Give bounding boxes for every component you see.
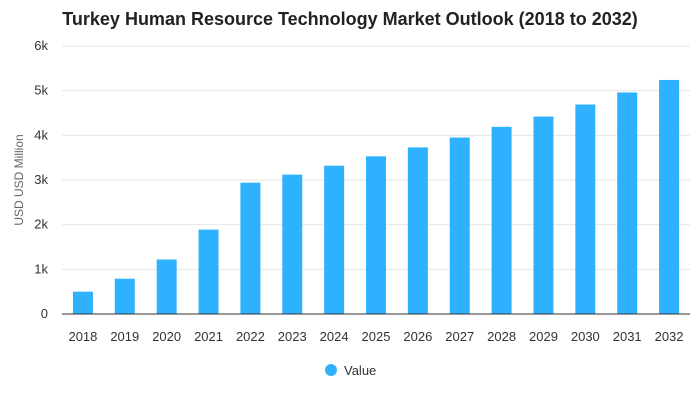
x-tick-label: 2023: [278, 329, 307, 344]
legend-marker-value: [325, 364, 337, 376]
x-tick-label: 2029: [529, 329, 558, 344]
x-tick-label: 2030: [571, 329, 600, 344]
y-tick-label: 6k: [34, 38, 48, 53]
bar-2018: [72, 291, 93, 314]
x-tick-label: 2021: [194, 329, 223, 344]
x-tick-label: 2018: [68, 329, 97, 344]
bar-2031: [617, 92, 638, 314]
bar-2026: [407, 147, 428, 314]
bar-2025: [366, 156, 386, 314]
legend: Value: [325, 363, 376, 378]
x-tick-label: 2024: [320, 329, 349, 344]
bar-2029: [533, 116, 554, 314]
x-tick-label: 2032: [655, 329, 684, 344]
y-tick-label: 2k: [34, 217, 48, 232]
bar-2030: [575, 104, 596, 314]
y-tick-label: 4k: [34, 127, 48, 142]
bar-2019: [114, 278, 135, 314]
bar-2032: [659, 79, 680, 315]
y-tick-label: 1k: [34, 261, 48, 276]
bar-2024: [324, 165, 345, 314]
x-tick-label: 2019: [110, 329, 139, 344]
bar-2023: [282, 174, 303, 314]
x-tick-label: 2020: [152, 329, 181, 344]
x-tick-label: 2028: [487, 329, 516, 344]
bars: [72, 79, 680, 315]
chart-title: Turkey Human Resource Technology Market …: [62, 9, 638, 29]
axes: 0 1k 2k 3k 4k 5k 6k 2018 2019 2020 2021 2022 2023 202…: [34, 38, 690, 344]
x-tick-label: 2031: [613, 329, 642, 344]
y-tick-label: 0: [41, 306, 48, 321]
legend-label-value: Value: [344, 363, 376, 378]
x-tick-label: 2027: [445, 329, 474, 344]
bar-2022: [240, 182, 261, 314]
y-axis-title: USD USD Million: [12, 134, 26, 225]
x-tick-label: 2022: [236, 329, 265, 344]
y-tick-label: 5k: [34, 83, 48, 98]
bar-2027: [449, 137, 470, 314]
x-tick-label: 2026: [403, 329, 432, 344]
bar-2020: [156, 259, 177, 314]
bar-2021: [198, 229, 219, 314]
x-tick-label: 2025: [362, 329, 391, 344]
y-tick-label: 3k: [34, 172, 48, 187]
bar-2028: [491, 126, 512, 314]
